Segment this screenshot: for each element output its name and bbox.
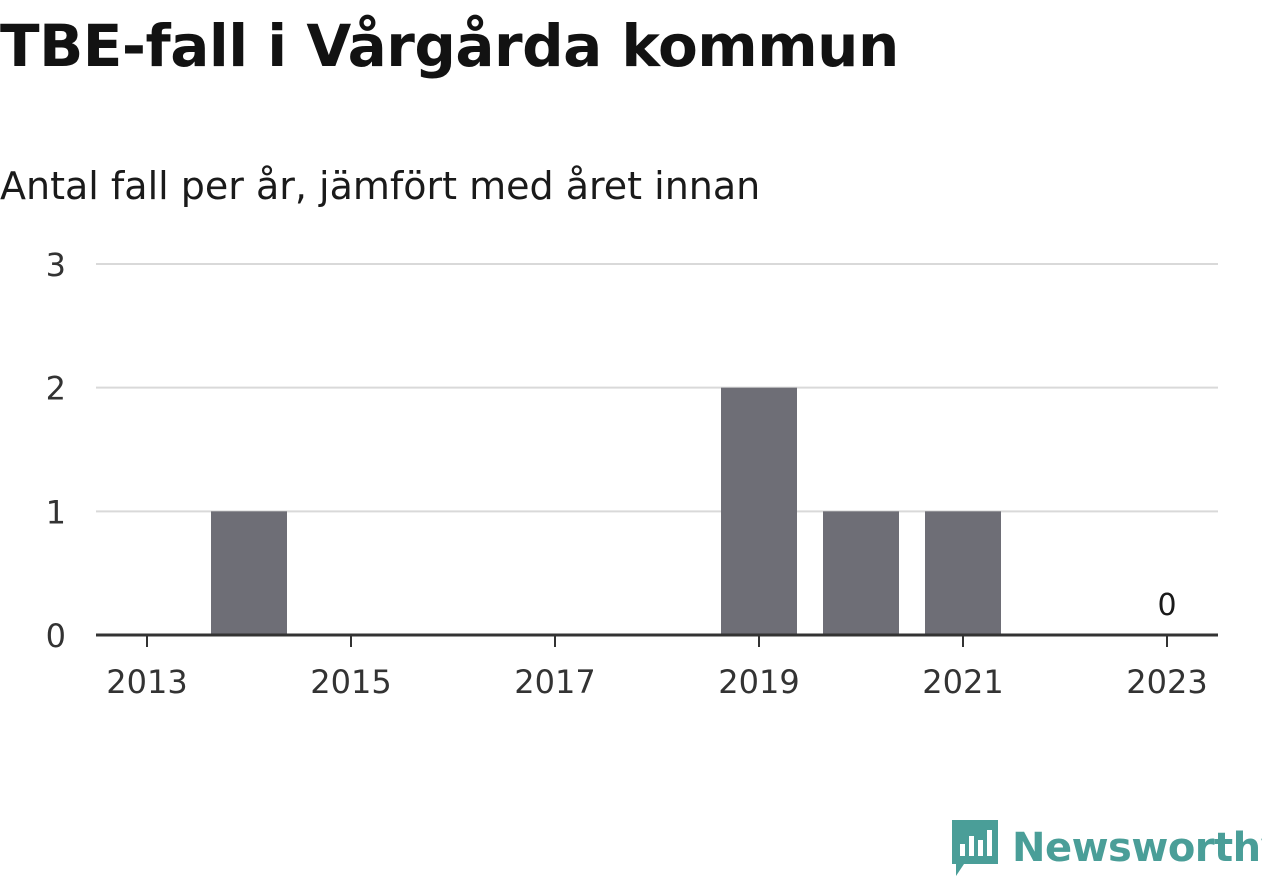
x-tick-label: 2015	[310, 663, 391, 701]
bar	[925, 511, 1001, 635]
chart-title: TBE-fall i Vårgårda kommun	[0, 12, 899, 80]
x-tick-label: 2023	[1126, 663, 1207, 701]
newsworthy-logo: Newsworthy	[950, 818, 1262, 878]
y-tick-label: 2	[46, 370, 66, 408]
x-tick-label: 2013	[106, 663, 187, 701]
x-tick-label: 2021	[922, 663, 1003, 701]
bar	[721, 387, 797, 635]
bar	[823, 511, 899, 635]
bar-chart-badge-icon	[952, 820, 998, 876]
bar	[211, 511, 287, 635]
y-tick-label: 1	[46, 493, 66, 531]
chart-subtitle: Antal fall per år, jämfört med året inna…	[0, 164, 761, 208]
data-label: 0	[1157, 588, 1176, 623]
x-tick-label: 2017	[514, 663, 595, 701]
y-tick-label: 0	[46, 617, 66, 655]
y-tick-label: 3	[46, 246, 66, 284]
x-tick-label: 2019	[718, 663, 799, 701]
logo-text: Newsworthy	[1012, 825, 1262, 871]
